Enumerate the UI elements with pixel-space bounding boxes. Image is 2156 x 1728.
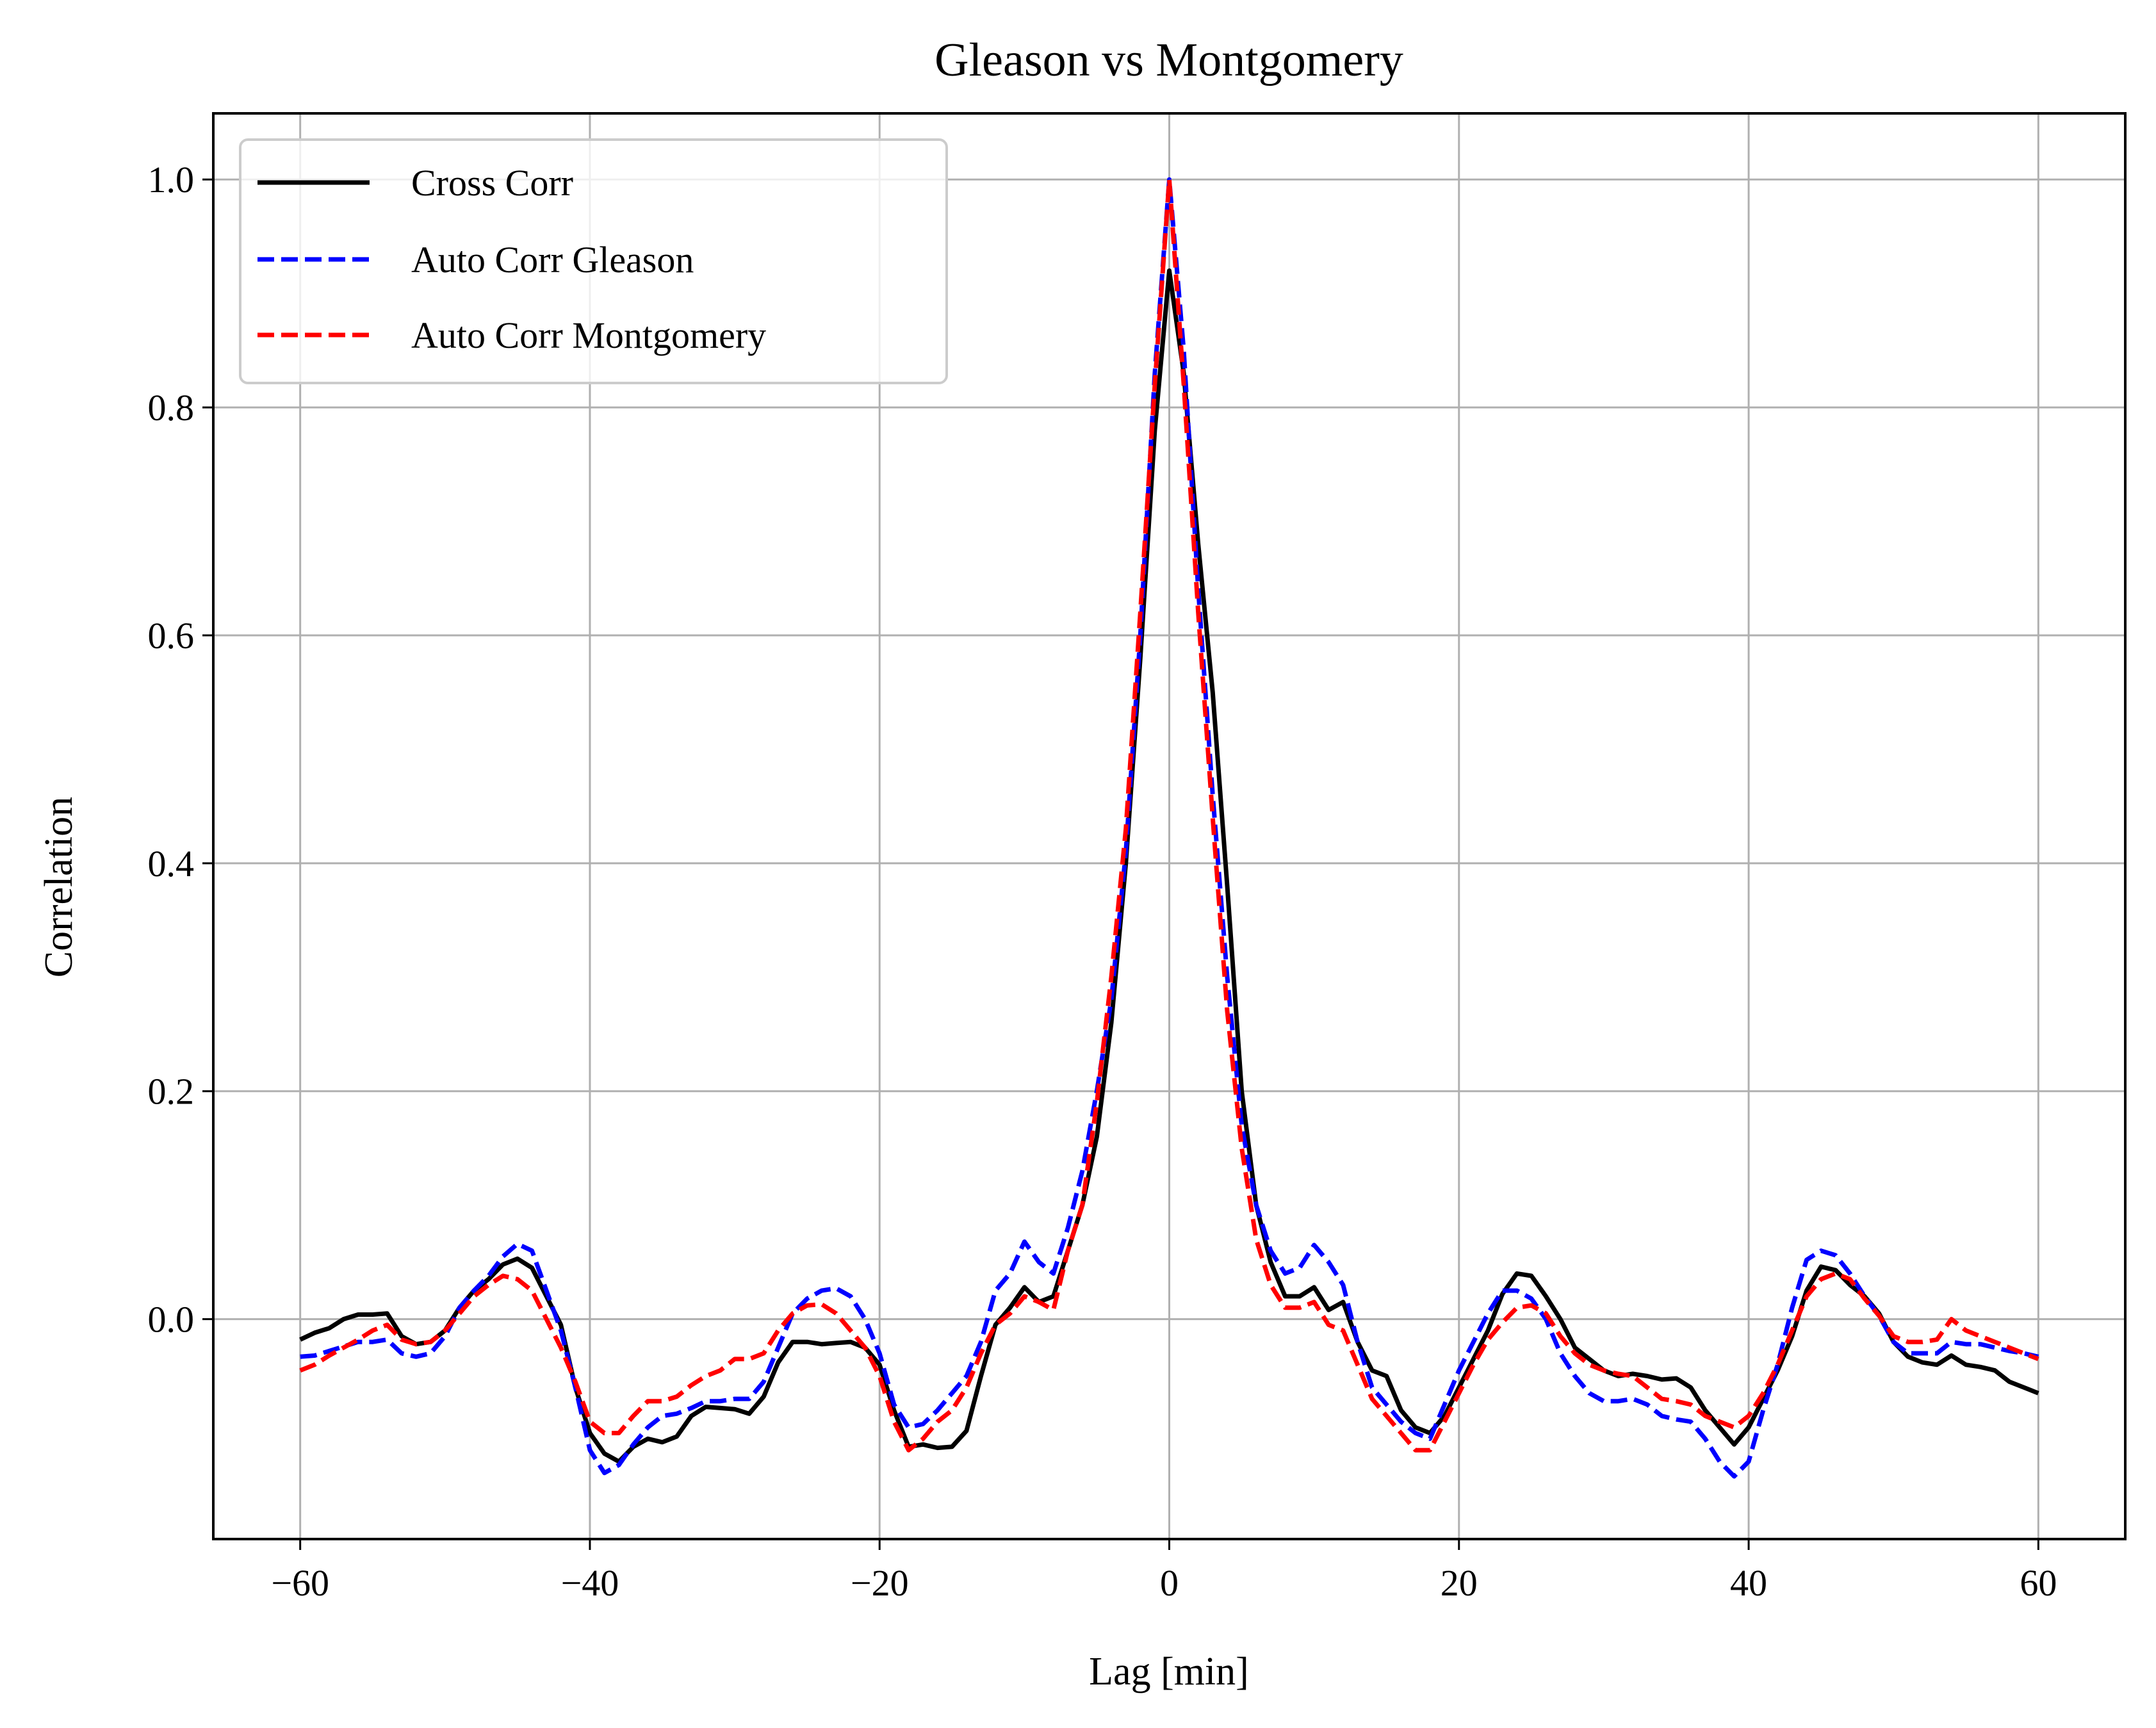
y-axis-label: Correlation bbox=[37, 797, 81, 977]
legend-label-1: Cross Corr bbox=[411, 162, 573, 204]
x-axis-label: Lag [min] bbox=[1089, 1650, 1249, 1693]
series-layer bbox=[299, 177, 2039, 1479]
x-tick-label: 40 bbox=[1730, 1562, 1767, 1604]
x-tick-label: 0 bbox=[1160, 1562, 1179, 1604]
y-tick-label: 0.6 bbox=[148, 615, 195, 656]
x-tick-label: −60 bbox=[271, 1562, 329, 1604]
legend-box bbox=[239, 138, 948, 384]
legend: Cross Corr Auto Corr Gleason Auto Corr Mon… bbox=[239, 138, 948, 384]
chart-title: Gleason vs Montgomery bbox=[935, 34, 1403, 86]
legend-label-3: Auto Corr Montgomery bbox=[411, 314, 766, 356]
ticks: −60 −40 −20 0 20 40 60 0.0 0.2 0.4 0.6 0.8 1.0 bbox=[148, 159, 2057, 1604]
series-line-1 bbox=[299, 268, 2039, 1464]
x-tick-label: 20 bbox=[1441, 1562, 1478, 1604]
legend-label-2: Auto Corr Gleason bbox=[411, 239, 694, 281]
series-line-2 bbox=[300, 177, 2039, 1479]
y-tick-label: 0.0 bbox=[148, 1299, 195, 1341]
y-tick-label: 0.2 bbox=[148, 1071, 195, 1113]
series-line-3 bbox=[299, 177, 2039, 1453]
x-tick-label: −40 bbox=[561, 1562, 619, 1604]
x-tick-label: 60 bbox=[2020, 1562, 2057, 1604]
y-tick-label: 0.4 bbox=[148, 843, 195, 884]
y-tick-label: 1.0 bbox=[148, 159, 195, 200]
x-tick-label: −20 bbox=[851, 1562, 909, 1604]
y-tick-label: 0.8 bbox=[148, 387, 195, 428]
